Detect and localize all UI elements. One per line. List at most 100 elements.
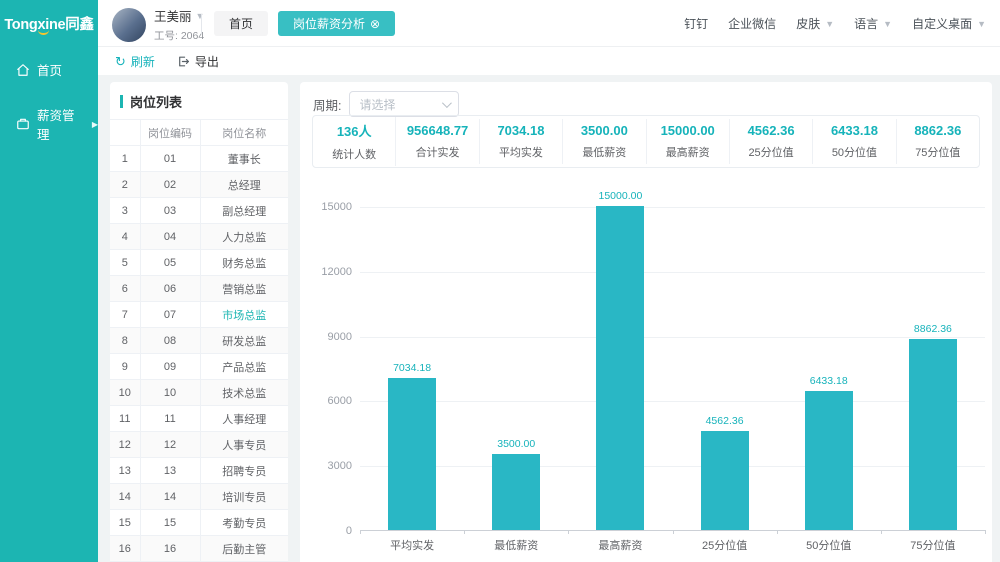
table-row[interactable]: 1 01 董事长	[110, 145, 288, 172]
table-row[interactable]: 4 04 人力总监	[110, 223, 288, 250]
y-axis-tick-label: 9000	[327, 330, 352, 343]
stat-item: 956648.77 合计实发	[396, 119, 480, 164]
menu-item-custom-desktop[interactable]: 自定义桌面 ▼	[912, 15, 986, 32]
job-name: 营销总监	[200, 275, 288, 302]
chart-bar-column: 7034.18 平均实发	[360, 207, 464, 552]
x-axis-category-label: 最低薪资	[494, 540, 539, 552]
gridline	[360, 336, 985, 338]
menu-item-dingtalk[interactable]: 钉钉	[684, 15, 708, 32]
table-row[interactable]: 13 13 招聘专员	[110, 457, 288, 484]
job-code: 07	[140, 301, 201, 328]
job-name: 副总经理	[200, 197, 288, 224]
stat-item: 3500.00 最低薪资	[563, 119, 647, 164]
chart-bar[interactable]	[908, 338, 957, 530]
chart-bar-column: 8862.36 75分位值	[881, 207, 985, 552]
chart-bar[interactable]	[804, 391, 853, 530]
table-row[interactable]: 12 12 人事专员	[110, 431, 288, 458]
job-code: 01	[140, 145, 201, 172]
stat-label: 最高薪资	[665, 147, 710, 159]
job-name: 后勤主管	[200, 535, 288, 562]
avatar[interactable]	[112, 7, 146, 42]
chart-bar-column: 15000.00 最高薪资	[568, 190, 672, 552]
table-row[interactable]: 5 05 财务总监	[110, 249, 288, 276]
job-table: 岗位编码 岗位名称 1 01 董事长 2 02 总经理 3 03 副总经理 4 04 人力总监 5 05 财务总…	[110, 119, 288, 562]
table-row[interactable]: 2 02 总经理	[110, 171, 288, 198]
chart-bar[interactable]	[388, 378, 437, 530]
x-axis-tick	[568, 530, 570, 534]
table-row[interactable]: 14 14 培训专员	[110, 483, 288, 510]
job-name: 人事经理	[200, 405, 288, 432]
table-row[interactable]: 15 15 考勤专员	[110, 509, 288, 536]
job-name: 财务总监	[200, 249, 288, 276]
menu-item-label: 企业微信	[728, 17, 777, 31]
table-row[interactable]: 8 08 研发总监	[110, 327, 288, 354]
stat-value: 15000.00	[660, 123, 715, 138]
x-axis-category-label: 最高薪资	[598, 540, 643, 552]
chart-bar[interactable]	[596, 206, 645, 530]
header-menu: 钉钉 企业微信 皮肤 ▼ 语言 ▼ 自定义桌面 ▼	[684, 0, 986, 47]
tab-position-salary-analysis[interactable]: 岗位薪资分析 ⊗	[278, 11, 396, 36]
job-table-header-cell: 岗位编码	[140, 119, 201, 146]
menu-item-label: 皮肤	[796, 17, 821, 31]
export-button[interactable]: 导出	[177, 53, 219, 70]
tab-bar: 首页 岗位薪资分析 ⊗	[214, 11, 396, 36]
top-header: Tongxine同鑫 王美丽 ▼ 工号: 2064 首页 岗位薪资分析 ⊗ 钉钉 企业…	[0, 0, 1000, 47]
brand-logo[interactable]: Tongxine同鑫	[0, 0, 98, 47]
period-select[interactable]: 请选择	[349, 91, 460, 117]
job-code: 05	[140, 249, 201, 276]
tab-label: 岗位薪资分析	[293, 17, 366, 31]
job-code: 14	[140, 483, 201, 510]
stat-value: 7034.18	[497, 123, 545, 138]
close-icon[interactable]: ⊗	[370, 16, 381, 31]
menu-item-wecom[interactable]: 企业微信	[728, 15, 776, 32]
stat-label: 50分位值	[831, 147, 878, 159]
home-icon	[16, 63, 30, 77]
bar-value-label: 3500.00	[497, 438, 536, 451]
chevron-down-icon[interactable]: ▼	[195, 10, 205, 21]
stat-label: 75分位值	[915, 147, 961, 159]
chevron-down-icon: ▼	[977, 18, 986, 29]
row-index: 6	[110, 275, 141, 302]
gridline	[360, 207, 985, 208]
chevron-right-icon: ▶	[91, 119, 98, 129]
logo-smile-decoration	[38, 30, 49, 35]
sidebar-item-label: 首页	[37, 64, 63, 78]
job-code: 08	[140, 327, 201, 354]
chart-bar-column: 4562.36 25分位值	[673, 207, 777, 552]
job-list-title: 岗位列表	[110, 82, 288, 119]
user-block[interactable]: 王美丽 ▼ 工号: 2064	[112, 6, 204, 43]
bar-value-label: 8862.36	[913, 322, 952, 335]
sidebar-item-home[interactable]: 首页	[0, 47, 98, 92]
tab-home[interactable]: 首页	[214, 11, 269, 36]
stat-item: 15000.00 最高薪资	[647, 119, 730, 164]
stat-label: 最低薪资	[582, 147, 627, 159]
table-row[interactable]: 11 11 人事经理	[110, 405, 288, 432]
table-row[interactable]: 7 07 市场总监	[110, 301, 288, 328]
job-code: 02	[140, 171, 201, 198]
job-code: 15	[140, 509, 201, 536]
chart-bar[interactable]	[492, 454, 541, 530]
sidebar-item-salary-management[interactable]: 薪资管理 ▶	[0, 92, 98, 156]
table-row[interactable]: 3 03 副总经理	[110, 197, 288, 224]
period-select-placeholder: 请选择	[359, 97, 396, 112]
table-row[interactable]: 16 16 后勤主管	[110, 535, 288, 562]
x-axis-tick	[360, 530, 361, 534]
job-code: 16	[140, 535, 201, 562]
y-axis-tick-label: 6000	[327, 395, 352, 408]
bar-value-label: 15000.00	[598, 190, 643, 202]
stat-item: 7034.18 平均实发	[480, 119, 564, 164]
job-code: 06	[140, 275, 201, 302]
chart-bar[interactable]	[700, 431, 749, 530]
menu-item-language[interactable]: 语言 ▼	[854, 15, 892, 32]
job-table-header-row: 岗位编码 岗位名称	[110, 119, 288, 146]
x-axis-tick	[464, 530, 466, 534]
table-row[interactable]: 6 06 营销总监	[110, 275, 288, 302]
row-index: 13	[110, 457, 141, 484]
refresh-button[interactable]: ↻ 刷新	[115, 53, 155, 69]
gridline	[360, 401, 985, 403]
stat-item: 6433.18 50分位值	[813, 119, 897, 164]
table-row[interactable]: 9 09 产品总监	[110, 353, 288, 380]
table-row[interactable]: 10 10 技术总监	[110, 379, 288, 406]
menu-item-skin[interactable]: 皮肤 ▼	[796, 15, 834, 32]
job-name: 技术总监	[200, 379, 288, 406]
